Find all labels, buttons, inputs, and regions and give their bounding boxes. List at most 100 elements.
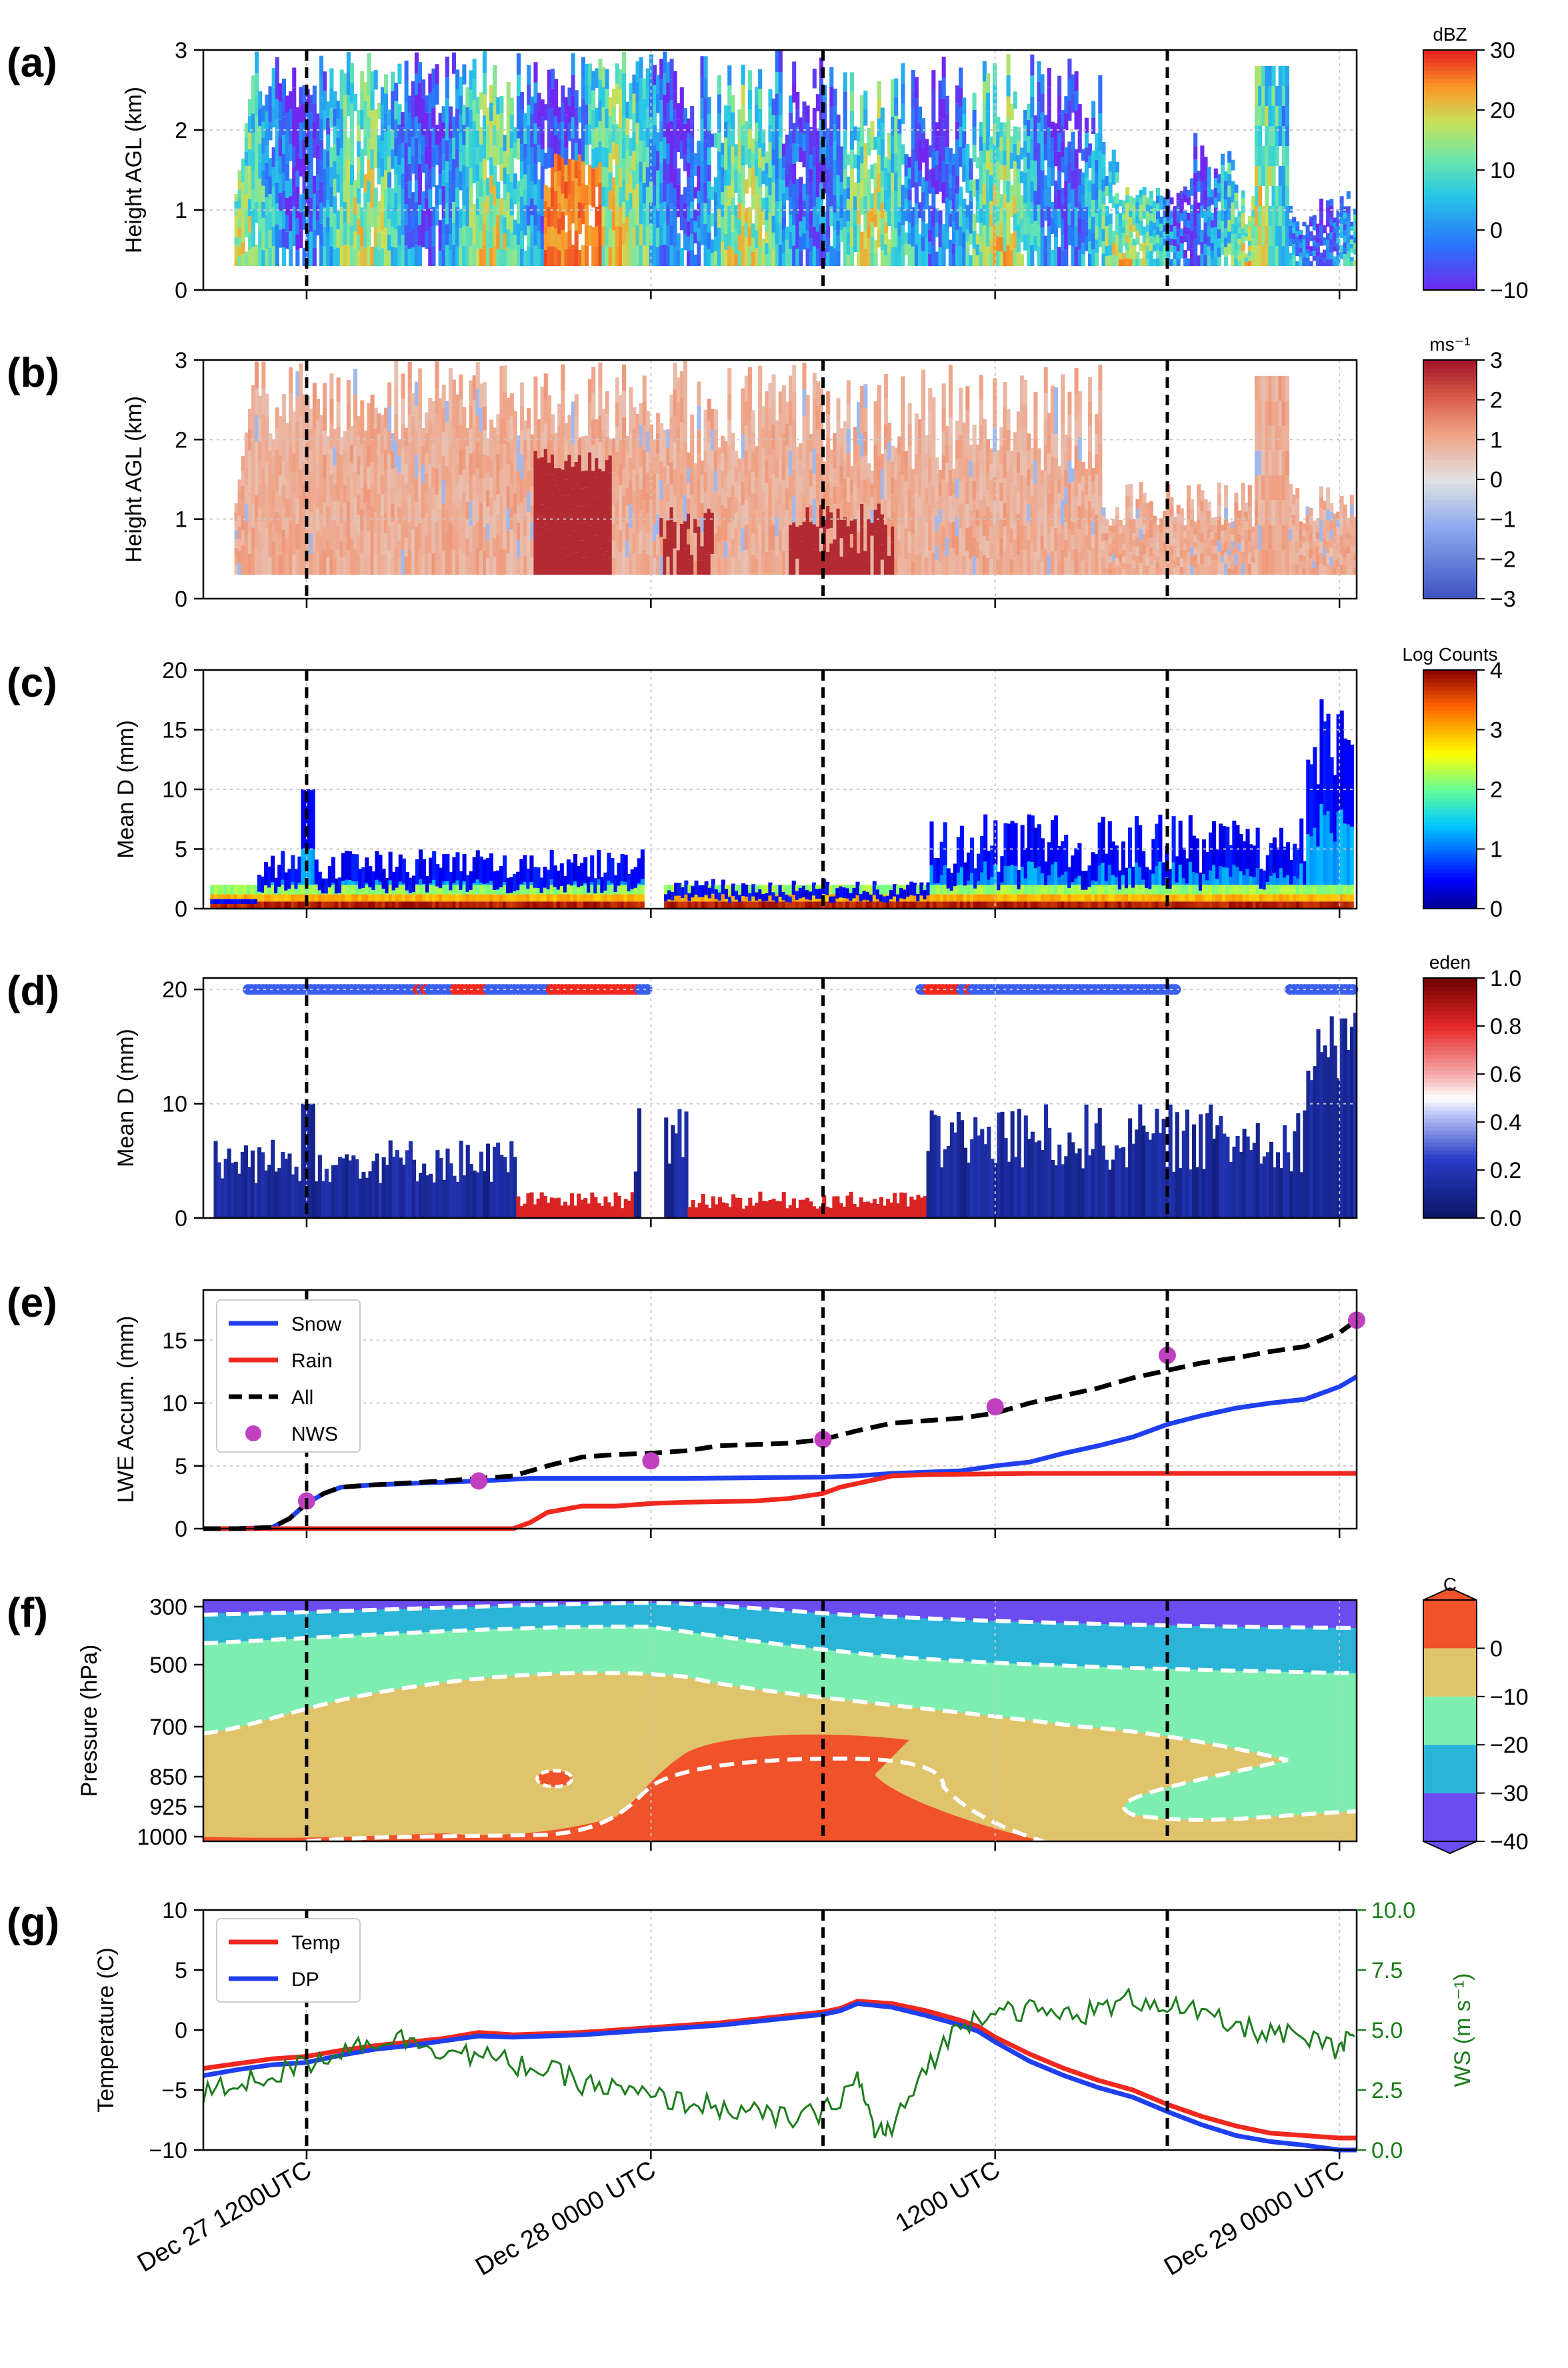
reflectivity-cell (1333, 261, 1337, 266)
reflectivity-cell (1084, 236, 1089, 251)
velocity-cell (836, 553, 841, 575)
reflectivity-cell (339, 207, 344, 227)
reflectivity-cell (360, 227, 365, 247)
reflectivity-cell (598, 121, 603, 142)
reflectivity-cell (724, 169, 729, 186)
reflectivity-cell (938, 173, 943, 192)
reflectivity-cell (370, 207, 375, 227)
velocity-cell (404, 446, 409, 465)
reflectivity-cell (911, 69, 915, 90)
velocity-cell (261, 468, 266, 495)
reflectivity-cell (799, 221, 803, 237)
velocity-cell (475, 495, 480, 522)
colorbar-tick-label: 20 (1490, 98, 1515, 123)
velocity-cell (836, 464, 841, 487)
reflectivity-cell (1037, 123, 1041, 143)
reflectivity-cell (669, 100, 674, 121)
velocity-cell (809, 522, 813, 540)
reflectivity-cell (965, 143, 970, 157)
reflectivity-cell (741, 65, 745, 85)
reflectivity-cell (700, 182, 705, 203)
reflectivity-cell (737, 187, 742, 204)
reflectivity-cell (485, 125, 491, 143)
reflectivity-cell (448, 138, 453, 155)
velocity-cell (778, 460, 783, 483)
velocity-cell (799, 509, 803, 525)
velocity-cell (873, 531, 878, 553)
reflectivity-cell (255, 94, 259, 117)
velocity-cell (281, 507, 287, 530)
reflectivity-cell (425, 129, 429, 147)
reflectivity-cell (323, 91, 327, 111)
reflectivity-cell (775, 115, 779, 137)
reflectivity-cell (1268, 126, 1273, 146)
velocity-cell (917, 419, 922, 439)
reflectivity-cell (571, 159, 575, 181)
reflectivity-cell (873, 188, 878, 202)
reflectivity-cell (1169, 238, 1174, 246)
velocity-cell (397, 490, 402, 507)
reflectivity-cell (346, 180, 351, 202)
reflectivity-cell (1030, 223, 1035, 245)
velocity-cell (527, 533, 531, 554)
reflectivity-cell (1159, 203, 1164, 210)
reflectivity-cell (445, 182, 449, 203)
velocity-cell (414, 405, 419, 430)
reflectivity-cell (1152, 229, 1157, 237)
reflectivity-cell (451, 116, 457, 138)
reflectivity-cell (547, 89, 551, 109)
velocity-cell (323, 455, 327, 479)
reflectivity-cell (397, 165, 402, 185)
reflectivity-cell (928, 169, 933, 182)
reflectivity-cell (673, 207, 677, 227)
reflectivity-cell (339, 167, 344, 188)
reflectivity-cell (1319, 212, 1323, 219)
reflectivity-cell (1030, 139, 1035, 161)
reflectivity-cell (642, 78, 647, 99)
reflectivity-cell (1176, 251, 1181, 259)
reflectivity-cell (1285, 146, 1289, 166)
velocity-cell (383, 470, 389, 491)
velocity-cell (451, 477, 457, 502)
reflectivity-cell (1346, 228, 1351, 237)
velocity-cell (391, 486, 395, 505)
reflectivity-cell (1315, 261, 1320, 266)
reflectivity-cell (1210, 212, 1215, 221)
velocity-cell (397, 473, 402, 491)
reflectivity-cell (710, 253, 715, 266)
reflectivity-cell (1115, 224, 1119, 235)
velocity-cell (799, 443, 803, 459)
reflectivity-cell (1210, 220, 1215, 228)
reflectivity-cell (969, 212, 973, 223)
reflectivity-cell (693, 187, 698, 199)
reflectivity-cell (996, 236, 1001, 251)
reflectivity-cell (1183, 218, 1187, 227)
reflectivity-cell (635, 204, 640, 225)
velocity-cell (901, 525, 905, 550)
velocity-cell (475, 468, 480, 495)
velocity-cell (540, 433, 545, 457)
velocity-cell (734, 497, 739, 513)
reflectivity-cell (1210, 235, 1215, 243)
reflectivity-cell (309, 249, 313, 266)
reflectivity-cell (945, 215, 949, 232)
reflectivity-cell (938, 80, 943, 99)
velocity-cell (996, 497, 1001, 513)
velocity-cell (836, 530, 841, 553)
velocity-cell (812, 499, 817, 525)
reflectivity-cell (700, 98, 705, 119)
reflectivity-cell (1190, 248, 1195, 257)
reflectivity-cell (574, 178, 579, 196)
velocity-cell (615, 550, 619, 575)
reflectivity-cell (1210, 197, 1215, 205)
reflectivity-cell (935, 165, 939, 180)
reflectivity-cell (659, 162, 664, 183)
velocity-cell (367, 445, 371, 468)
velocity-cell (557, 532, 562, 554)
reflectivity-cell (836, 190, 841, 206)
reflectivity-cell (781, 253, 786, 266)
reflectivity-cell (1261, 246, 1266, 266)
reflectivity-cell (1074, 207, 1079, 227)
velocity-cell (241, 559, 245, 575)
velocity-cell (561, 469, 565, 496)
